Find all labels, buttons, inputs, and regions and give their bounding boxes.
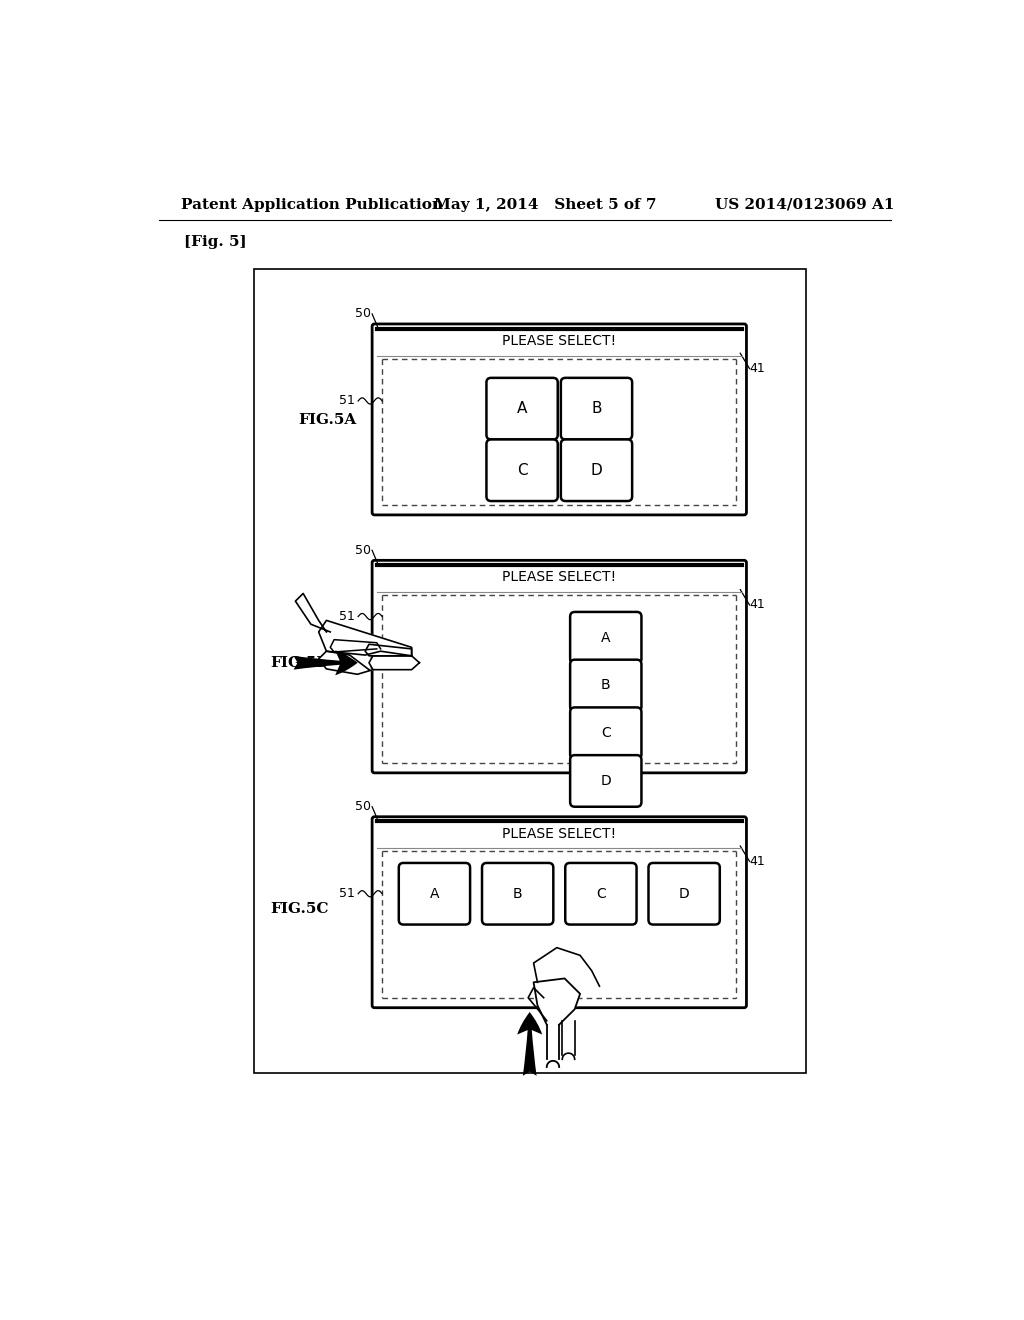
Text: C: C: [517, 463, 527, 478]
Text: 51: 51: [339, 395, 355, 408]
Text: B: B: [591, 401, 602, 416]
Polygon shape: [547, 1024, 559, 1067]
Text: B: B: [513, 887, 522, 900]
FancyBboxPatch shape: [570, 612, 641, 664]
FancyBboxPatch shape: [486, 440, 558, 502]
Polygon shape: [369, 656, 420, 669]
FancyBboxPatch shape: [565, 863, 637, 924]
FancyBboxPatch shape: [561, 378, 632, 440]
Text: 51: 51: [339, 887, 355, 900]
Polygon shape: [331, 640, 381, 652]
FancyBboxPatch shape: [254, 268, 806, 1073]
Text: D: D: [679, 887, 689, 900]
FancyBboxPatch shape: [398, 863, 470, 924]
FancyBboxPatch shape: [570, 660, 641, 711]
Text: C: C: [601, 726, 610, 741]
FancyBboxPatch shape: [372, 561, 746, 774]
Text: 50: 50: [354, 800, 371, 813]
Text: A: A: [601, 631, 610, 644]
Text: 50: 50: [354, 544, 371, 557]
Polygon shape: [318, 651, 373, 675]
Text: PLEASE SELECT!: PLEASE SELECT!: [502, 334, 616, 348]
Polygon shape: [318, 620, 412, 656]
Text: Patent Application Publication: Patent Application Publication: [180, 198, 442, 211]
FancyBboxPatch shape: [570, 755, 641, 807]
Text: PLEASE SELECT!: PLEASE SELECT!: [502, 826, 616, 841]
FancyBboxPatch shape: [561, 440, 632, 502]
Text: US 2014/0123069 A1: US 2014/0123069 A1: [716, 198, 895, 211]
Text: A: A: [430, 887, 439, 900]
Text: 51: 51: [339, 610, 355, 623]
Polygon shape: [366, 644, 412, 656]
Text: FIG.5A: FIG.5A: [299, 413, 356, 428]
Polygon shape: [534, 978, 580, 1024]
Text: FIG.5C: FIG.5C: [270, 902, 329, 916]
Text: PLEASE SELECT!: PLEASE SELECT!: [502, 570, 616, 585]
Text: 50: 50: [354, 308, 371, 321]
Text: [Fig. 5]: [Fig. 5]: [183, 235, 247, 248]
Text: FIG.5B: FIG.5B: [270, 656, 329, 669]
FancyBboxPatch shape: [648, 863, 720, 924]
Text: May 1, 2014   Sheet 5 of 7: May 1, 2014 Sheet 5 of 7: [434, 198, 656, 211]
Text: C: C: [596, 887, 606, 900]
Text: A: A: [517, 401, 527, 416]
Text: D: D: [600, 774, 611, 788]
FancyBboxPatch shape: [372, 323, 746, 515]
FancyBboxPatch shape: [570, 708, 641, 759]
Text: B: B: [601, 678, 610, 693]
Text: 41: 41: [750, 855, 765, 869]
FancyBboxPatch shape: [482, 863, 553, 924]
FancyBboxPatch shape: [486, 378, 558, 440]
Polygon shape: [547, 1024, 559, 1067]
Text: D: D: [591, 463, 602, 478]
Text: 41: 41: [750, 598, 765, 611]
Text: 41: 41: [750, 362, 765, 375]
FancyBboxPatch shape: [372, 817, 746, 1007]
